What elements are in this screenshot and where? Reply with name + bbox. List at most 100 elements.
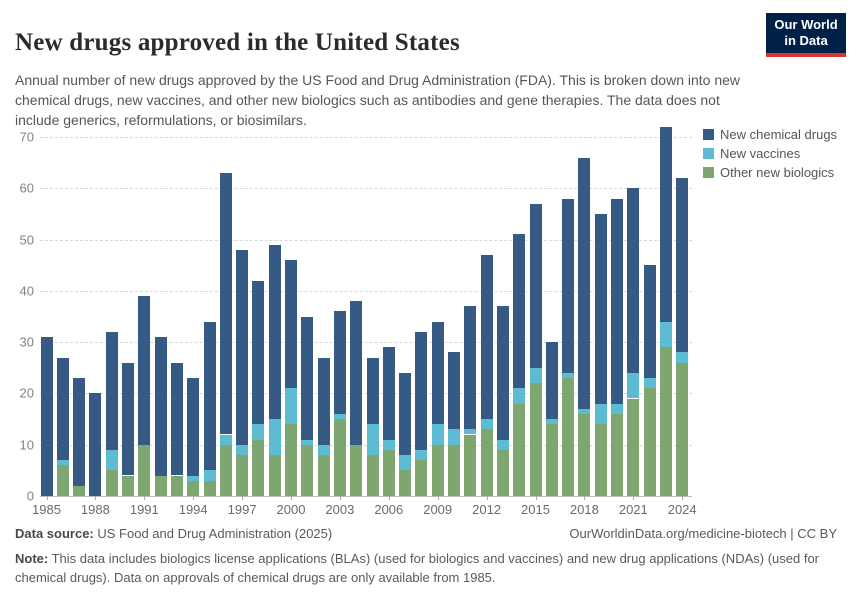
bar-segment-2007-new-chemical-drugs[interactable] <box>399 372 412 455</box>
owid-citation-link[interactable]: OurWorldinData.org/medicine-biotech | CC… <box>569 526 837 541</box>
bar-segment-2023-new-vaccines[interactable] <box>659 321 672 348</box>
bar-segment-2021-new-vaccines[interactable] <box>627 372 640 399</box>
bar-segment-2015-new-vaccines[interactable] <box>529 367 542 384</box>
legend-item-new-vaccines[interactable]: New vaccines <box>703 146 837 161</box>
bar-segment-2017-other-new-biologics[interactable] <box>562 378 575 496</box>
bar-segment-1991-other-new-biologics[interactable] <box>138 444 151 496</box>
bar-segment-1994-new-vaccines[interactable] <box>187 475 200 481</box>
bar-segment-1997-other-new-biologics[interactable] <box>236 455 249 496</box>
bar-segment-2014-new-chemical-drugs[interactable] <box>513 234 526 389</box>
bar-segment-2024-new-chemical-drugs[interactable] <box>676 178 689 353</box>
bar-segment-2006-new-chemical-drugs[interactable] <box>382 347 395 440</box>
bar-segment-2005-new-vaccines[interactable] <box>366 424 379 455</box>
bar-segment-2015-other-new-biologics[interactable] <box>529 383 542 496</box>
bar-segment-2018-other-new-biologics[interactable] <box>578 413 591 496</box>
bar-segment-2019-new-chemical-drugs[interactable] <box>594 213 607 404</box>
bar-segment-2019-new-vaccines[interactable] <box>594 403 607 425</box>
bar-segment-2024-other-new-biologics[interactable] <box>676 362 689 496</box>
bar-segment-2006-new-vaccines[interactable] <box>382 439 395 450</box>
bar-segment-2008-new-vaccines[interactable] <box>415 449 428 461</box>
legend-item-new-chemical-drugs[interactable]: New chemical drugs <box>703 127 837 142</box>
bar-segment-1996-new-chemical-drugs[interactable] <box>219 172 232 435</box>
bar-segment-1988-new-chemical-drugs[interactable] <box>89 393 102 496</box>
bar-segment-2005-other-new-biologics[interactable] <box>366 455 379 496</box>
bar-segment-1989-new-vaccines[interactable] <box>105 449 118 471</box>
bar-segment-2012-other-new-biologics[interactable] <box>480 429 493 496</box>
bar-segment-1986-other-new-biologics[interactable] <box>56 465 69 496</box>
bar-segment-2010-new-vaccines[interactable] <box>448 429 460 445</box>
bar-segment-2018-new-chemical-drugs[interactable] <box>578 157 591 409</box>
bar-segment-2001-other-new-biologics[interactable] <box>301 444 314 496</box>
bar-segment-1994-new-chemical-drugs[interactable] <box>187 378 200 476</box>
bar-segment-1990-other-new-biologics[interactable] <box>122 475 134 496</box>
bar-segment-1989-new-chemical-drugs[interactable] <box>105 331 118 450</box>
bar-segment-2003-other-new-biologics[interactable] <box>333 419 346 496</box>
bar-segment-2023-new-chemical-drugs[interactable] <box>659 126 672 322</box>
bar-segment-2016-new-chemical-drugs[interactable] <box>545 342 558 419</box>
bar-segment-2007-new-vaccines[interactable] <box>399 455 412 471</box>
bar-segment-2020-new-vaccines[interactable] <box>611 403 623 414</box>
bar-segment-1998-new-chemical-drugs[interactable] <box>252 280 265 425</box>
bar-segment-2003-new-chemical-drugs[interactable] <box>333 311 346 414</box>
bar-segment-1993-other-new-biologics[interactable] <box>170 475 183 496</box>
bar-segment-1992-other-new-biologics[interactable] <box>154 475 167 496</box>
bar-segment-1999-new-vaccines[interactable] <box>268 419 281 455</box>
bar-segment-1998-other-new-biologics[interactable] <box>252 439 265 496</box>
bar-segment-2024-new-vaccines[interactable] <box>676 352 689 363</box>
bar-segment-1991-new-chemical-drugs[interactable] <box>138 296 151 445</box>
bar-segment-2004-other-new-biologics[interactable] <box>350 444 363 496</box>
bar-segment-2008-new-chemical-drugs[interactable] <box>415 331 428 450</box>
bar-segment-2009-new-chemical-drugs[interactable] <box>431 321 444 425</box>
bar-segment-2016-other-new-biologics[interactable] <box>545 424 558 496</box>
bar-segment-2001-new-chemical-drugs[interactable] <box>301 316 314 440</box>
bar-segment-2012-new-chemical-drugs[interactable] <box>480 254 493 419</box>
bar-segment-2017-new-vaccines[interactable] <box>562 372 575 378</box>
bar-segment-2011-new-chemical-drugs[interactable] <box>464 306 477 430</box>
bar-segment-1987-new-chemical-drugs[interactable] <box>73 378 86 486</box>
bar-segment-2023-other-new-biologics[interactable] <box>659 347 672 496</box>
bar-segment-2020-new-chemical-drugs[interactable] <box>611 198 623 404</box>
bar-segment-2004-new-chemical-drugs[interactable] <box>350 301 363 445</box>
bar-segment-1985-new-chemical-drugs[interactable] <box>40 337 53 496</box>
bar-segment-2014-other-new-biologics[interactable] <box>513 403 526 496</box>
bar-segment-2002-other-new-biologics[interactable] <box>317 455 330 496</box>
bar-segment-1989-other-new-biologics[interactable] <box>105 470 118 496</box>
bar-segment-1998-new-vaccines[interactable] <box>252 424 265 440</box>
bar-segment-1986-new-chemical-drugs[interactable] <box>56 357 69 461</box>
bar-segment-1987-other-new-biologics[interactable] <box>73 485 86 496</box>
owid-logo[interactable]: Our World in Data <box>766 13 846 57</box>
bar-segment-2009-new-vaccines[interactable] <box>431 424 444 445</box>
bar-segment-1999-other-new-biologics[interactable] <box>268 455 281 496</box>
bar-segment-2000-other-new-biologics[interactable] <box>285 424 297 496</box>
bar-segment-1992-new-chemical-drugs[interactable] <box>154 337 167 476</box>
bar-segment-1993-new-chemical-drugs[interactable] <box>170 362 183 476</box>
bar-segment-2018-new-vaccines[interactable] <box>578 408 591 414</box>
bar-segment-2009-other-new-biologics[interactable] <box>431 444 444 496</box>
bar-segment-1997-new-vaccines[interactable] <box>236 444 249 455</box>
bar-segment-1994-other-new-biologics[interactable] <box>187 480 200 496</box>
bar-segment-1995-new-vaccines[interactable] <box>203 470 216 481</box>
bar-segment-2001-new-vaccines[interactable] <box>301 439 314 445</box>
bar-segment-2002-new-chemical-drugs[interactable] <box>317 357 330 445</box>
bar-segment-2021-new-chemical-drugs[interactable] <box>627 188 640 373</box>
bar-segment-2000-new-chemical-drugs[interactable] <box>285 260 297 389</box>
bar-segment-2022-new-vaccines[interactable] <box>643 378 656 389</box>
bar-segment-2016-new-vaccines[interactable] <box>545 419 558 425</box>
bar-segment-1999-new-chemical-drugs[interactable] <box>268 244 281 420</box>
bar-segment-2015-new-chemical-drugs[interactable] <box>529 203 542 368</box>
bar-segment-2011-new-vaccines[interactable] <box>464 429 477 435</box>
bar-segment-2003-new-vaccines[interactable] <box>333 413 346 419</box>
bar-segment-1986-new-vaccines[interactable] <box>56 460 69 466</box>
bar-segment-1996-other-new-biologics[interactable] <box>219 444 232 496</box>
bar-segment-2013-other-new-biologics[interactable] <box>496 449 509 496</box>
bar-segment-2000-new-vaccines[interactable] <box>285 388 297 425</box>
bar-segment-2020-other-new-biologics[interactable] <box>611 413 623 496</box>
bar-segment-2013-new-vaccines[interactable] <box>496 439 509 450</box>
bar-segment-2019-other-new-biologics[interactable] <box>594 424 607 496</box>
bar-segment-1990-new-chemical-drugs[interactable] <box>122 362 134 476</box>
bar-segment-2007-other-new-biologics[interactable] <box>399 470 412 496</box>
bar-segment-2008-other-new-biologics[interactable] <box>415 460 428 496</box>
bar-segment-1995-other-new-biologics[interactable] <box>203 480 216 496</box>
bar-segment-2014-new-vaccines[interactable] <box>513 388 526 404</box>
bar-segment-2022-new-chemical-drugs[interactable] <box>643 265 656 378</box>
